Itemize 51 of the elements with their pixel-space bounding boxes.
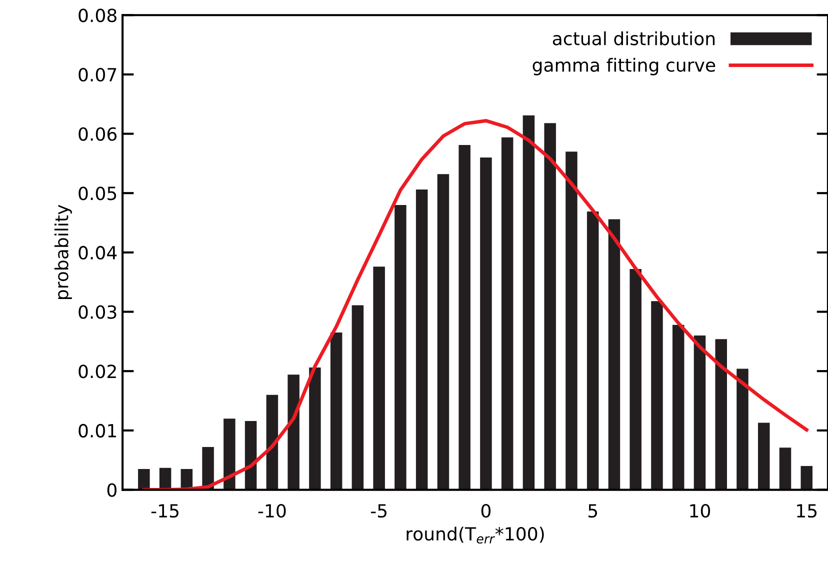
y-tick-label: 0.08 xyxy=(78,8,116,22)
y-tick-label: 0.03 xyxy=(78,305,116,319)
bar xyxy=(544,123,556,490)
bar xyxy=(330,332,342,490)
bar xyxy=(266,394,278,490)
bar xyxy=(416,190,428,490)
bar xyxy=(202,447,214,490)
line-series xyxy=(142,118,808,490)
bar xyxy=(458,145,470,490)
bar xyxy=(800,466,812,490)
bar xyxy=(608,219,620,490)
y-tick-label: 0.01 xyxy=(78,424,116,438)
bar xyxy=(394,204,406,490)
x-tick-label: -5 xyxy=(370,504,386,518)
x-tick-label: 10 xyxy=(690,504,710,518)
bar xyxy=(352,305,364,490)
x-tick-label: 15 xyxy=(797,504,817,518)
bar xyxy=(373,266,385,490)
x-tick-label: -15 xyxy=(151,504,178,518)
y-tick-label: 0.07 xyxy=(78,68,116,82)
bar xyxy=(630,269,642,490)
y-tick-label: 0 xyxy=(107,483,116,497)
bar xyxy=(651,301,663,490)
y-tick-label: 0.06 xyxy=(78,127,117,141)
y-axis-title: probability xyxy=(54,204,72,299)
bar xyxy=(224,418,236,490)
bar xyxy=(566,152,578,490)
bar xyxy=(672,324,684,490)
x-tick-label: 0 xyxy=(481,504,491,518)
bar xyxy=(437,174,450,490)
bar xyxy=(736,368,748,490)
legend-label: gamma fitting curve xyxy=(532,58,716,76)
bar xyxy=(694,336,706,490)
bar xyxy=(779,448,792,490)
x-tick-label: 5 xyxy=(588,504,598,518)
bar xyxy=(715,339,727,490)
bar xyxy=(586,212,599,490)
y-tick-label: 0.02 xyxy=(78,364,116,378)
bar xyxy=(288,374,300,490)
bar xyxy=(138,469,150,490)
bar xyxy=(758,422,770,490)
x-axis-title: round(T$_{err}$*100) xyxy=(406,526,544,544)
bar xyxy=(244,420,257,490)
y-tick-label: 0.05 xyxy=(78,186,116,200)
bar xyxy=(501,137,514,490)
x-tick-label: -10 xyxy=(258,504,286,518)
bar xyxy=(522,115,535,490)
y-tick-label: 0.04 xyxy=(78,246,117,260)
legend-label: actual distribution xyxy=(552,31,715,46)
bar xyxy=(309,368,321,490)
bar xyxy=(480,158,492,490)
